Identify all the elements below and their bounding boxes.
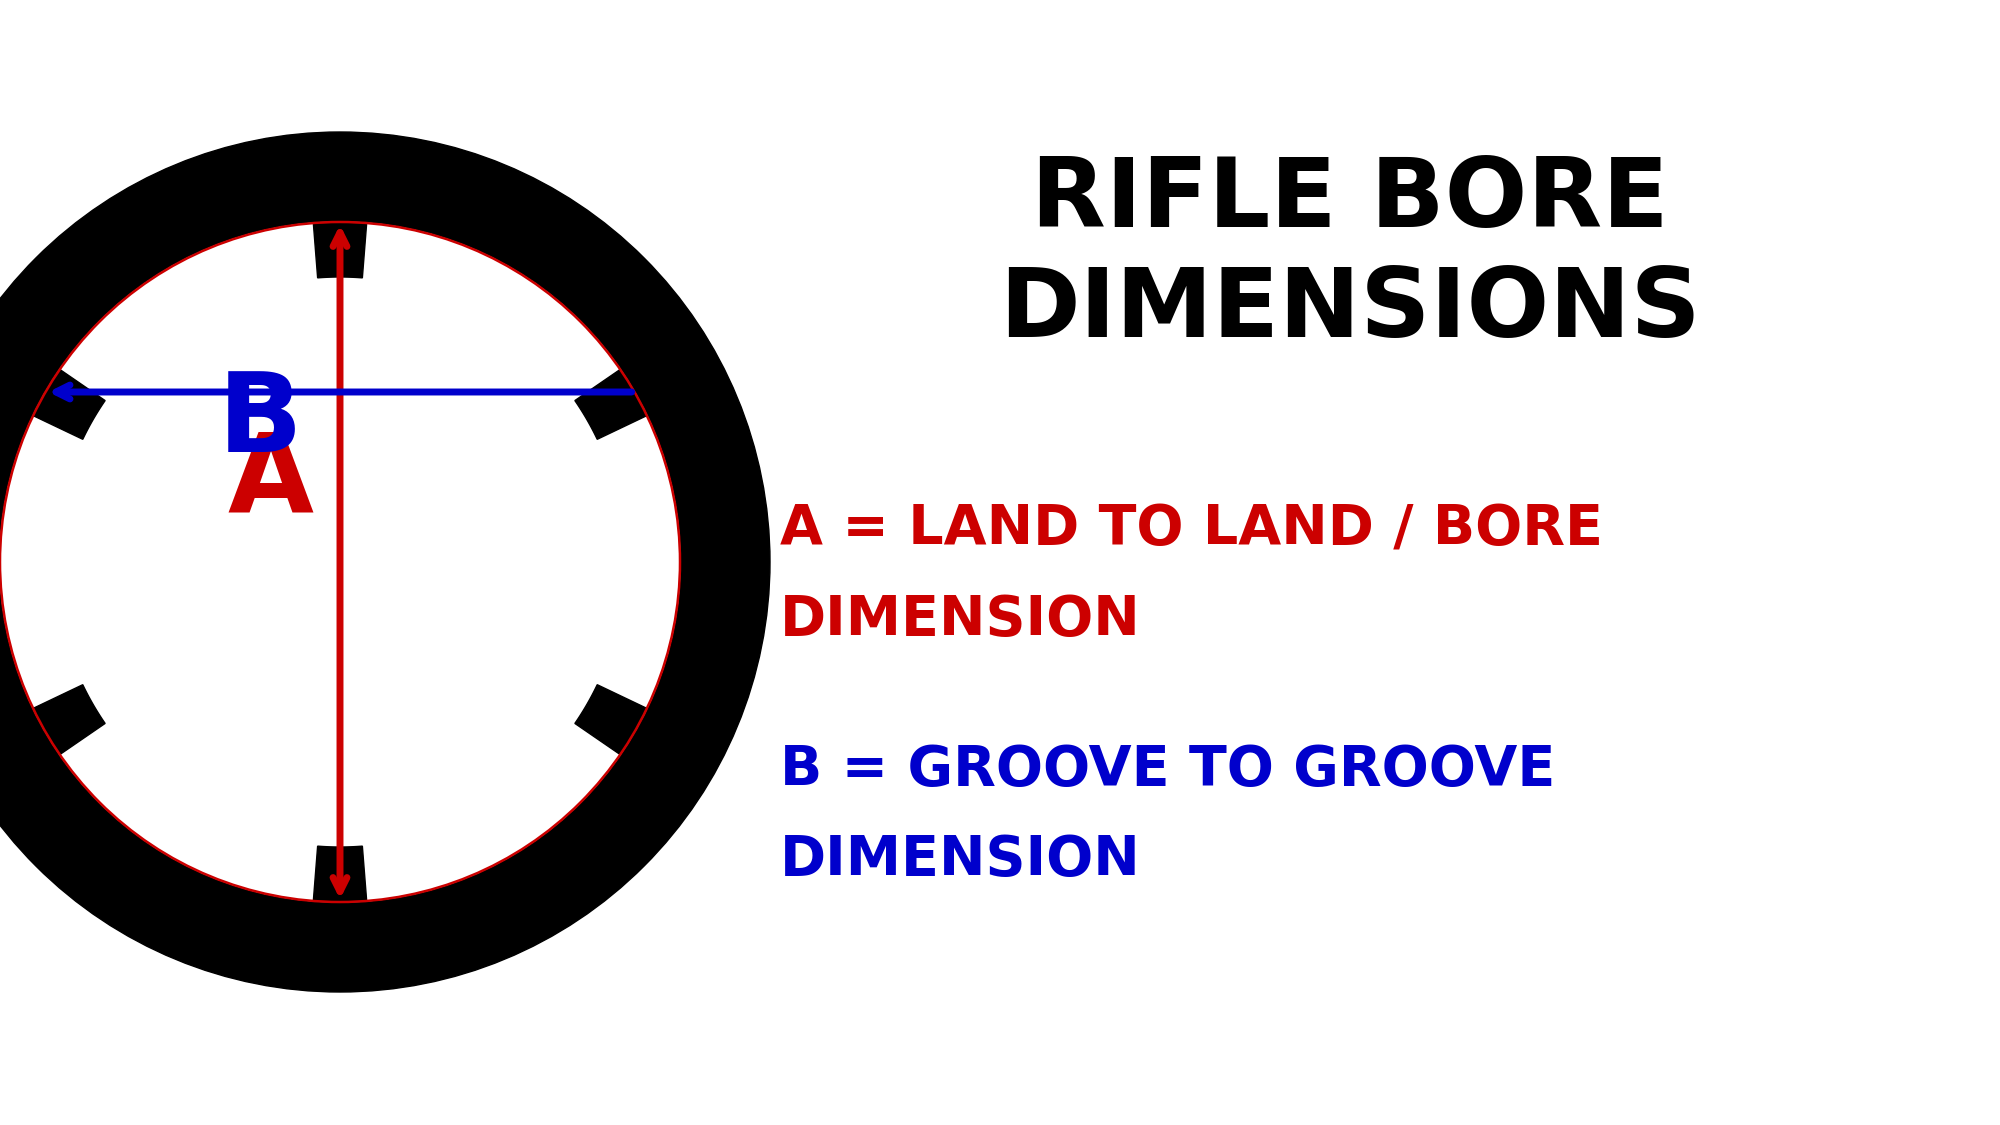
Polygon shape xyxy=(34,685,106,755)
Text: DIMENSIONS: DIMENSIONS xyxy=(1000,263,1700,357)
Polygon shape xyxy=(574,685,646,755)
Text: A: A xyxy=(228,429,312,536)
Text: RIFLE BORE: RIFLE BORE xyxy=(1032,153,1668,246)
Polygon shape xyxy=(34,369,106,439)
Polygon shape xyxy=(314,222,366,278)
Polygon shape xyxy=(574,369,646,439)
Circle shape xyxy=(0,132,770,992)
Text: B = GROOVE TO GROOVE: B = GROOVE TO GROOVE xyxy=(780,742,1556,796)
Polygon shape xyxy=(314,846,366,902)
Text: A = LAND TO LAND / BORE: A = LAND TO LAND / BORE xyxy=(780,503,1604,557)
Circle shape xyxy=(0,222,680,902)
Text: B: B xyxy=(218,369,302,476)
Text: DIMENSION: DIMENSION xyxy=(780,832,1140,886)
Text: DIMENSION: DIMENSION xyxy=(780,593,1140,647)
